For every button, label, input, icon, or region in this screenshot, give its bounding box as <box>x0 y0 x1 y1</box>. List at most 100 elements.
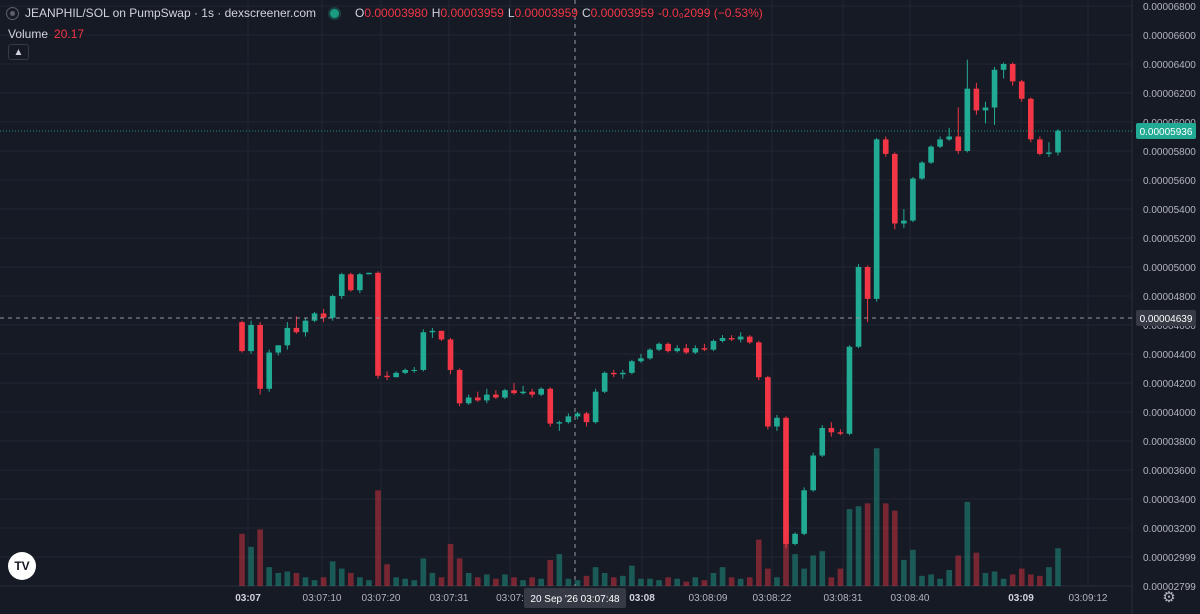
y-tick-label: 0.00005600 <box>1143 176 1196 187</box>
candle-body <box>483 394 490 401</box>
candle-body <box>1055 130 1061 153</box>
volume-bar <box>320 577 327 586</box>
candle-body <box>456 369 463 404</box>
candle-body <box>873 139 880 299</box>
x-tick-label: 03:08:31 <box>824 593 863 604</box>
candle-body <box>919 162 925 179</box>
candle-body <box>493 394 499 398</box>
y-tick-label: 0.00005200 <box>1143 234 1196 245</box>
crosshair-time-label: 20 Sep '26 03:07:48 <box>530 594 620 605</box>
y-tick-label: 0.00002999 <box>1143 553 1196 564</box>
volume-bar <box>701 580 708 586</box>
volume-bar <box>629 565 635 586</box>
volume-bar <box>683 581 690 586</box>
y-tick-label: 0.00006600 <box>1143 31 1196 42</box>
status-dot-icon <box>330 8 340 18</box>
candle-body <box>302 320 309 333</box>
candle-body <box>420 332 427 370</box>
volume-bar <box>266 567 273 586</box>
candle-body <box>792 533 798 544</box>
volume-bar <box>882 503 889 586</box>
candle-body <box>819 427 826 456</box>
y-tick-label: 0.00004200 <box>1143 379 1196 390</box>
x-tick-label: 03:07: <box>496 593 524 604</box>
volume-bar <box>819 551 826 586</box>
ohlc-close-key: C <box>581 6 591 20</box>
ohlc-low-value: 0.00003959 <box>514 6 578 20</box>
volume-bar <box>547 559 554 586</box>
x-tick-label: 03:08:40 <box>891 593 930 604</box>
ohlc-close-value: 0.00003959 <box>590 6 655 20</box>
y-tick-label: 0.00004000 <box>1143 408 1196 419</box>
candle-body <box>601 372 608 392</box>
candle-body <box>1027 98 1034 140</box>
volume-bar <box>393 577 399 586</box>
x-tick-label: 03:08:22 <box>753 593 792 604</box>
candle-body <box>855 267 862 347</box>
volume-bar <box>928 574 934 586</box>
candle-body <box>384 375 390 378</box>
candle-body <box>638 358 644 362</box>
tradingview-logo-icon[interactable]: TV <box>8 552 36 580</box>
volume-bar <box>755 539 762 586</box>
collapse-legend-button[interactable]: ▲ <box>8 44 29 60</box>
candle-body <box>846 346 853 434</box>
x-tick-label: 03:08 <box>629 593 655 604</box>
candle-body <box>774 417 780 427</box>
volume-bar <box>619 575 626 586</box>
y-tick-label: 0.00004400 <box>1143 350 1196 361</box>
candle-body <box>765 377 771 427</box>
candle-body <box>366 272 372 275</box>
volume-bar <box>638 578 644 586</box>
price-change: -0.0₀2099 (−0.53%) <box>658 6 763 20</box>
volume-bar <box>329 561 336 586</box>
volume-bar <box>792 554 798 586</box>
crosshair-time-tag <box>524 588 626 608</box>
candle-body <box>447 339 454 370</box>
symbol-title: JEANPHIL/SOL on PumpSwap · 1s · dexscree… <box>25 6 317 20</box>
volume-legend: Volume 20.17 <box>8 27 84 41</box>
candle-body <box>438 330 445 340</box>
candle-body <box>728 338 735 340</box>
volume-label: Volume <box>8 27 49 41</box>
volume-bar <box>1055 548 1061 586</box>
volume-bar <box>1009 574 1016 586</box>
candle-body <box>810 455 817 491</box>
candle-body <box>746 336 753 343</box>
volume-bar <box>1000 578 1007 586</box>
volume-bar <box>746 577 753 586</box>
candle-body <box>275 345 282 353</box>
candle-body <box>547 388 554 424</box>
chevron-up-icon: ▲ <box>13 47 24 58</box>
volume-bar <box>937 578 943 586</box>
candle-body <box>239 322 245 352</box>
candle-body <box>583 413 590 423</box>
volume-bar <box>964 501 971 586</box>
volume-bar <box>511 577 517 586</box>
x-tick-label: 03:09 <box>1008 593 1034 604</box>
volume-bar <box>429 572 436 586</box>
candle-body <box>511 390 517 394</box>
volume-bar <box>502 574 508 586</box>
volume-bar <box>338 568 345 586</box>
x-tick-label: 03:07:31 <box>430 593 469 604</box>
candle-body <box>955 136 962 151</box>
candle-body <box>647 349 653 359</box>
candle-body <box>665 343 671 352</box>
chart-legend: JEANPHIL/SOL on PumpSwap · 1s · dexscree… <box>6 6 763 20</box>
candle-body <box>619 372 626 375</box>
volume-bar <box>891 510 898 586</box>
candle-body <box>610 372 617 375</box>
candle-body <box>901 220 907 224</box>
candle-body <box>393 372 399 378</box>
candle-body <box>257 325 263 389</box>
y-tick-label: 0.00006400 <box>1143 60 1196 71</box>
volume-bar <box>438 577 445 586</box>
candle-body <box>928 146 934 163</box>
candle-body <box>692 348 699 353</box>
candle-body <box>719 338 726 341</box>
volume-bar <box>846 509 853 586</box>
gear-icon[interactable]: ⚙ <box>1162 589 1176 606</box>
candle-body <box>556 422 563 424</box>
